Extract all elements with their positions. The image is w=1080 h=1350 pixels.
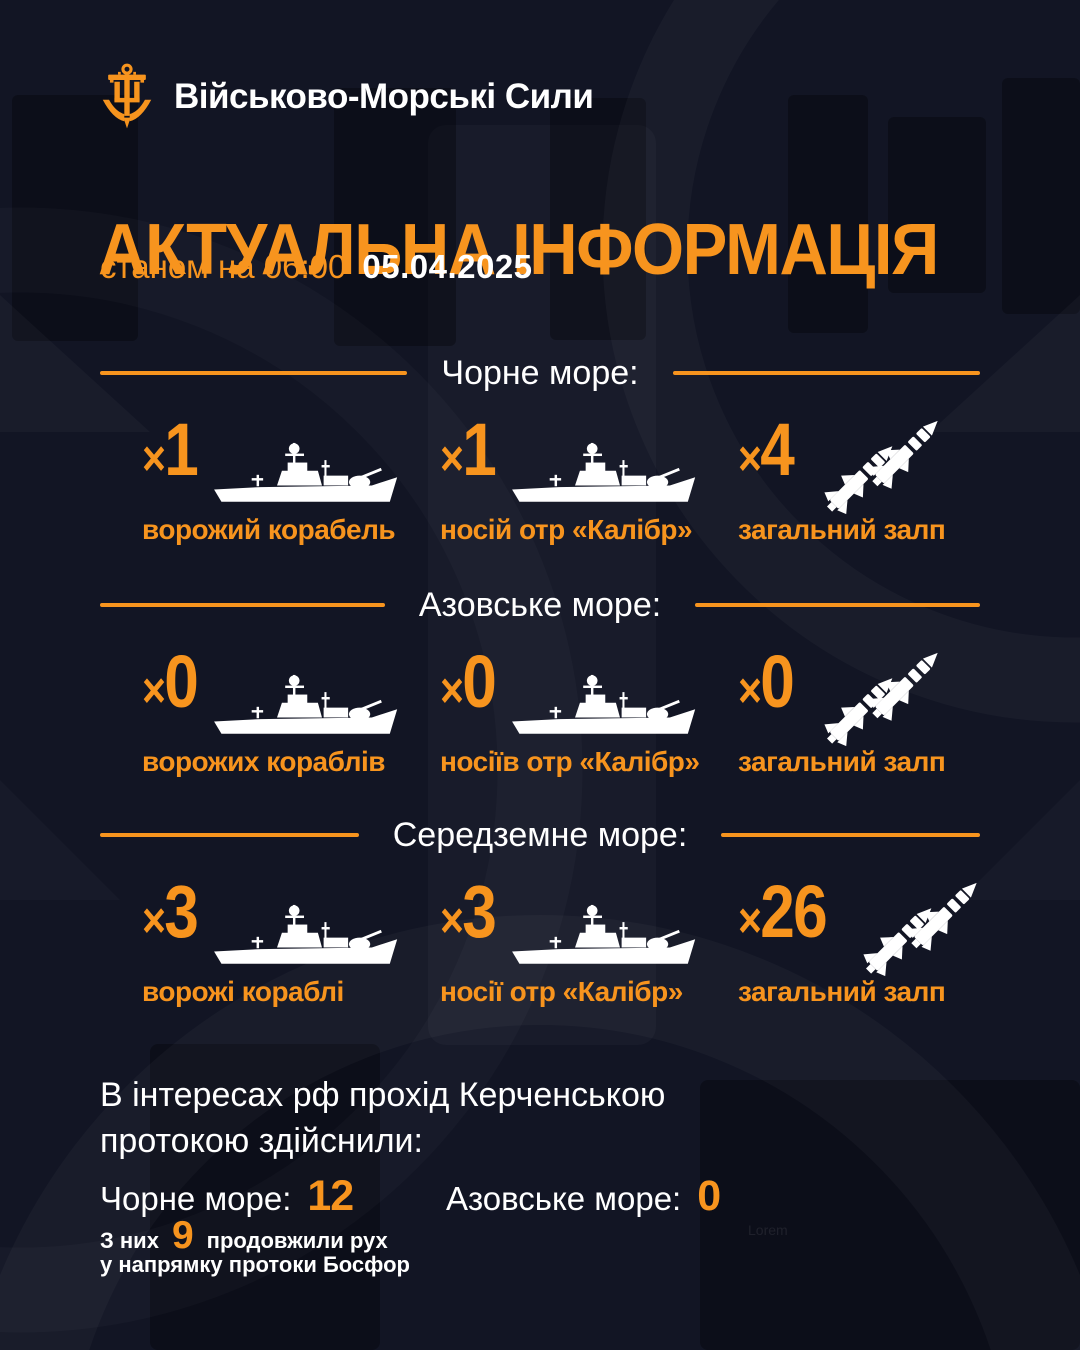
kerch-azov-sea-entry: Азовське море: 0 [446, 1172, 721, 1221]
sea-title: Середземне море: [392, 816, 688, 854]
kerch-note: З них 9 продовжили рух [100, 1214, 388, 1258]
page-title: АКТУАЛЬНА ІНФОРМАЦІЯ [98, 210, 939, 291]
stat-enemy-ships: ×3 ворожі кораблі [142, 870, 440, 1008]
stat-label: ворожих кораблів [142, 746, 386, 777]
fine-print: Lorem [748, 1222, 788, 1238]
stat-total-salvo: ×4 загальний залп [738, 420, 1036, 546]
warship-icon [210, 666, 398, 746]
stat-multiplier: ×0 [440, 640, 497, 723]
navy-anchor-trident-icon [100, 62, 154, 132]
kerch-black-sea-entry: Чорне море: 12 [100, 1172, 446, 1221]
org-name: Військово-Морські Сили [174, 77, 594, 116]
stat-multiplier: ×3 [440, 870, 497, 953]
kerch-note-value: 9 [171, 1214, 194, 1257]
stats-row-mediterranean-sea: ×3 ворожі кораблі ×3 носії отр «Калібр» … [142, 882, 1062, 1008]
stats-row-azov-sea: ×0 ворожих кораблів ×0 носіїв отр «Каліб… [142, 652, 1062, 778]
divider-line [100, 833, 359, 837]
stat-multiplier: ×4 [738, 408, 795, 491]
stat-total-salvo: ×26 загальний залп [738, 882, 1036, 1008]
sea-title: Азовське море: [418, 586, 662, 624]
divider-line [100, 371, 408, 375]
kerch-azov-sea-value: 0 [697, 1172, 721, 1220]
as-of-label: станом на 06:00 [100, 248, 347, 285]
stat-kalibr-carriers: ×3 носії отр «Калібр» [440, 870, 738, 1008]
kerch-note-prefix: З них [100, 1228, 159, 1253]
section-heading-azov-sea: Азовське море: [100, 586, 981, 624]
stat-label: загальний залп [738, 976, 946, 1007]
kerch-black-sea-label: Чорне море: [100, 1180, 292, 1217]
stat-label: носій отр «Калібр» [440, 514, 693, 545]
divider-line [695, 603, 981, 607]
stat-multiplier: ×1 [142, 408, 199, 491]
stats-row-black-sea: ×1 ворожий корабель ×1 носій отр «Калібр… [142, 420, 1062, 546]
stat-enemy-ships: ×1 ворожий корабель [142, 408, 440, 546]
stat-multiplier: ×0 [738, 640, 795, 723]
kerch-azov-sea-label: Азовське море: [446, 1180, 682, 1217]
sea-title: Чорне море: [441, 354, 639, 392]
stat-label: носії отр «Калібр» [440, 976, 683, 1007]
warship-icon [508, 896, 696, 976]
subtitle: станом на 06:00 05.04.2025 [100, 248, 533, 286]
warship-icon [508, 434, 696, 514]
stat-multiplier: ×26 [738, 870, 828, 953]
divider-line [100, 603, 385, 607]
missiles-icon [843, 870, 991, 986]
report-date: 05.04.2025 [362, 248, 533, 285]
warship-icon [210, 896, 398, 976]
missiles-icon [804, 640, 952, 756]
stat-multiplier: ×0 [142, 640, 199, 723]
warship-icon [210, 434, 398, 514]
kerch-note-suffix: продовжили рух [206, 1228, 388, 1253]
stat-label: носіїв отр «Калібр» [440, 746, 700, 777]
kerch-intro-line2: протокою здійснили: [100, 1122, 423, 1161]
stat-kalibr-carriers: ×0 носіїв отр «Калібр» [440, 640, 738, 778]
header: Військово-Морські Сили [100, 62, 594, 132]
stat-enemy-ships: ×0 ворожих кораблів [142, 640, 440, 778]
stat-label: загальний залп [738, 746, 946, 777]
stat-multiplier: ×1 [440, 408, 497, 491]
kerch-intro-line1: В інтересах рф прохід Керченською [100, 1076, 666, 1114]
section-heading-mediterranean-sea: Середземне море: [100, 816, 981, 854]
warship-icon [508, 666, 696, 746]
divider-line [672, 371, 981, 375]
kerch-note-line2: у напрямку протоки Босфор [100, 1252, 410, 1277]
stat-kalibr-carriers: ×1 носій отр «Калібр» [440, 408, 738, 546]
stat-label: загальний залп [738, 514, 946, 545]
kerch-intro: В інтересах рф прохід Керченською проток… [100, 1072, 665, 1164]
stat-total-salvo: ×0 загальний залп [738, 652, 1036, 778]
stat-label: ворожий корабель [142, 514, 396, 545]
section-heading-black-sea: Чорне море: [100, 354, 981, 392]
stat-multiplier: ×3 [142, 870, 199, 953]
kerch-stats: Чорне море: 12 Азовське море: 0 [100, 1172, 721, 1221]
missiles-icon [804, 408, 952, 524]
kerch-black-sea-value: 12 [307, 1172, 354, 1220]
stat-label: ворожі кораблі [142, 976, 344, 1007]
divider-line [721, 833, 981, 837]
